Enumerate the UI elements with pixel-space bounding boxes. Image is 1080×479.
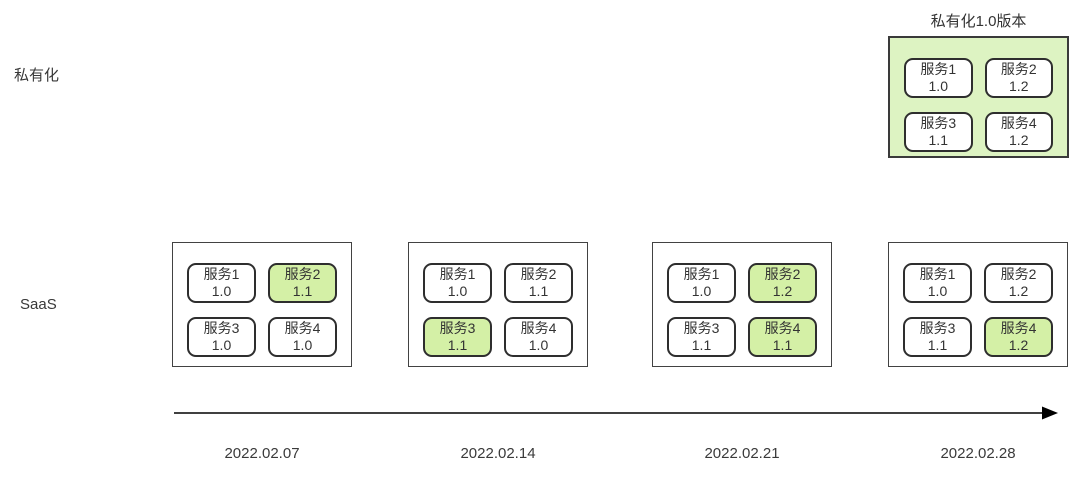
service-version: 1.2 [1008, 283, 1029, 299]
service-name: 服务1 [203, 265, 240, 282]
service-cell: 服务3 1.1 [667, 317, 736, 357]
service-version: 1.1 [447, 337, 468, 353]
service-cell: 服务2 1.1 [504, 263, 573, 303]
service-version: 1.0 [211, 283, 232, 299]
service-version: 1.0 [211, 337, 232, 353]
service-cell: 服务2 1.2 [984, 58, 1053, 98]
date-label: 2022.02.28 [940, 445, 1016, 462]
service-cell: 服务1 1.0 [904, 58, 973, 98]
service-version: 1.1 [292, 283, 313, 299]
service-name: 服务2 [764, 265, 801, 282]
service-name: 服务1 [439, 265, 476, 282]
service-cell: 服务2 1.2 [984, 263, 1053, 303]
date-label: 2022.02.07 [224, 445, 300, 462]
service-cell: 服务1 1.0 [667, 263, 736, 303]
service-cell: 服务3 1.1 [423, 317, 492, 357]
service-version: 1.0 [292, 337, 313, 353]
service-version: 1.0 [528, 337, 549, 353]
service-name: 服务3 [919, 319, 956, 336]
service-cell: 服务2 1.2 [748, 263, 817, 303]
saas-release-box-grid: 服务1 1.0 服务2 1.1 服务3 1.1 服务4 1.0 [409, 243, 587, 366]
service-name: 服务4 [1000, 319, 1037, 336]
service-name: 服务2 [284, 265, 321, 282]
private-version-box: 服务1 1.0 服务2 1.2 服务3 1.1 服务4 1.2 [888, 36, 1069, 158]
service-cell: 服务3 1.1 [903, 317, 972, 357]
saas-release-box-grid: 服务1 1.0 服务2 1.2 服务3 1.1 服务4 1.1 [653, 243, 831, 366]
date-label: 2022.02.14 [460, 445, 536, 462]
service-name: 服务1 [683, 265, 720, 282]
service-cell: 服务1 1.0 [187, 263, 256, 303]
timeline-arrow [174, 406, 1058, 420]
service-name: 服务3 [439, 319, 476, 336]
saas-release-box-grid: 服务1 1.0 服务2 1.1 服务3 1.0 服务4 1.0 [173, 243, 351, 366]
service-version: 1.0 [447, 283, 468, 299]
saas-row-label: SaaS [20, 296, 57, 313]
service-version: 1.2 [1009, 78, 1029, 94]
saas-release-box: 服务1 1.0 服务2 1.2 服务3 1.1 服务4 1.2 [888, 242, 1068, 367]
service-cell: 服务4 1.2 [984, 317, 1053, 357]
service-name: 服务2 [1000, 265, 1037, 282]
service-cell: 服务4 1.0 [504, 317, 573, 357]
date-label: 2022.02.21 [704, 445, 780, 462]
service-name: 服务3 [920, 114, 957, 131]
saas-release-box: 服务1 1.0 服务2 1.1 服务3 1.0 服务4 1.0 [172, 242, 352, 367]
service-cell: 服务1 1.0 [423, 263, 492, 303]
service-version: 1.1 [772, 337, 793, 353]
service-cell: 服务1 1.0 [903, 263, 972, 303]
service-name: 服务4 [520, 319, 557, 336]
service-name: 服务3 [203, 319, 240, 336]
service-version: 1.2 [1008, 337, 1029, 353]
service-version: 1.1 [928, 132, 948, 148]
saas-release-box: 服务1 1.0 服务2 1.2 服务3 1.1 服务4 1.1 [652, 242, 832, 367]
service-cell: 服务3 1.1 [904, 112, 973, 152]
service-version: 1.0 [927, 283, 948, 299]
service-name: 服务2 [1000, 60, 1037, 77]
service-cell: 服务4 1.0 [268, 317, 337, 357]
service-name: 服务1 [919, 265, 956, 282]
private-row-label: 私有化 [14, 67, 60, 84]
service-version: 1.0 [691, 283, 712, 299]
service-cell: 服务4 1.2 [984, 112, 1053, 152]
service-cell: 服务3 1.0 [187, 317, 256, 357]
saas-release-box-grid: 服务1 1.0 服务2 1.2 服务3 1.1 服务4 1.2 [889, 243, 1067, 366]
service-version: 1.2 [772, 283, 793, 299]
service-cell: 服务4 1.1 [748, 317, 817, 357]
arrowhead-icon [1042, 406, 1058, 420]
service-version: 1.1 [528, 283, 549, 299]
service-name: 服务4 [764, 319, 801, 336]
service-name: 服务2 [520, 265, 557, 282]
service-name: 服务4 [284, 319, 321, 336]
saas-release-box: 服务1 1.0 服务2 1.1 服务3 1.1 服务4 1.0 [408, 242, 588, 367]
service-name: 服务1 [920, 60, 957, 77]
service-name: 服务3 [683, 319, 720, 336]
service-version: 1.1 [691, 337, 712, 353]
service-version: 1.0 [928, 78, 948, 94]
service-version: 1.1 [927, 337, 948, 353]
private-box-title: 私有化1.0版本 [930, 13, 1027, 30]
private-version-box-grid: 服务1 1.0 服务2 1.2 服务3 1.1 服务4 1.2 [890, 38, 1067, 156]
service-cell: 服务2 1.1 [268, 263, 337, 303]
service-name: 服务4 [1000, 114, 1037, 131]
service-version: 1.2 [1009, 132, 1029, 148]
